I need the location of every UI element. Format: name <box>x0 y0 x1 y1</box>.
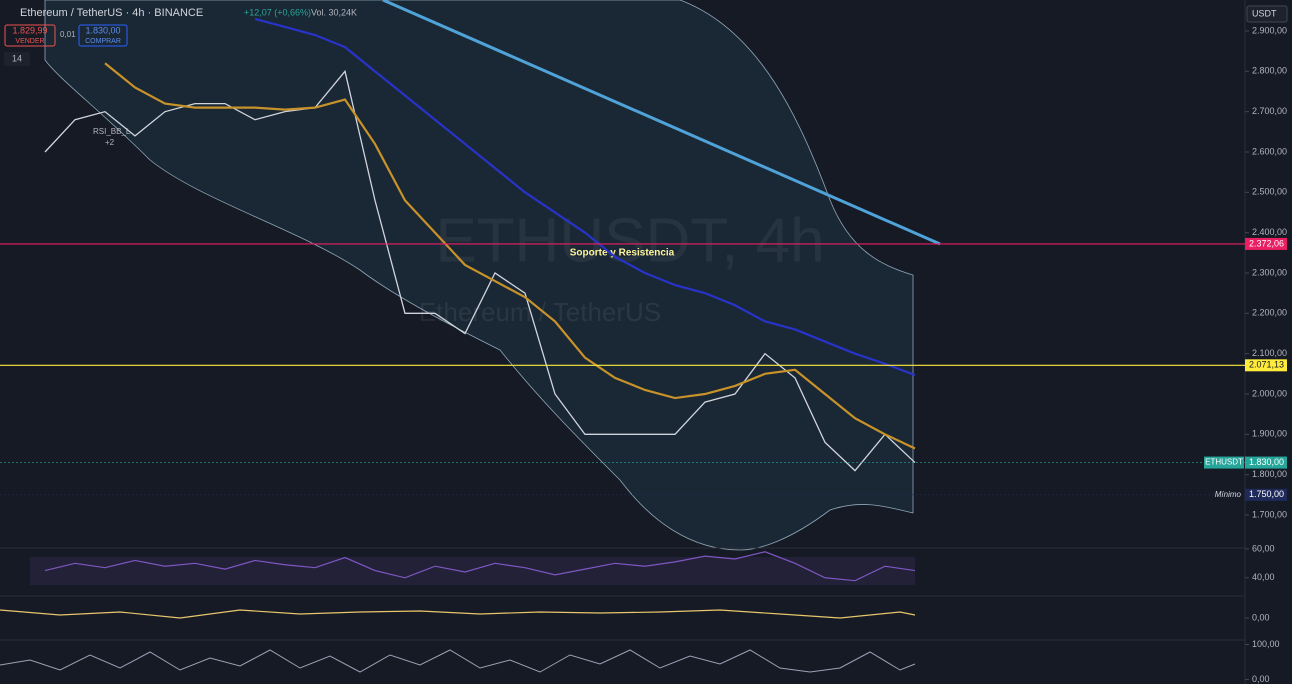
name-tag-label: Mínimo <box>1215 490 1242 499</box>
sell-button[interactable] <box>4 24 56 47</box>
y-tick-label: 2.000,00 <box>1252 388 1287 398</box>
y-tick-label: 2.700,00 <box>1252 106 1287 116</box>
y-tick-label: 1.800,00 <box>1252 469 1287 479</box>
rsi-line <box>44 551 916 582</box>
y-tick-label: 0,00 <box>1252 612 1270 622</box>
y-tick-label: 2.200,00 <box>1252 308 1287 318</box>
y-tick-label: 2.500,00 <box>1252 187 1287 197</box>
y-tick-label: 1.700,00 <box>1252 509 1287 519</box>
price-tag <box>1245 237 1287 250</box>
sell-price[interactable]: 1.829,99 <box>12 25 47 35</box>
buy-button[interactable] <box>78 24 128 47</box>
price-tag-label: 2.071,13 <box>1249 360 1284 370</box>
price-tag-label: 1.750,00 <box>1249 489 1284 499</box>
volume: Vol. 30,24K <box>311 7 357 17</box>
buy-label[interactable]: COMPRAR <box>85 38 121 45</box>
y-tick-label: 1.900,00 <box>1252 429 1287 439</box>
y-tick-label: 100,00 <box>1252 639 1280 649</box>
currency[interactable]: USDT <box>1252 8 1277 18</box>
series-line <box>104 62 916 450</box>
indicator-extra: +2 <box>105 138 115 147</box>
series-line <box>44 69 916 472</box>
currency-select[interactable] <box>1246 5 1288 23</box>
rsi-band <box>30 557 915 585</box>
symbol: Ethereum / TetherUS · 4h · BINANCE <box>20 7 203 19</box>
name-tag <box>1204 456 1244 469</box>
y-tick-label: 2.100,00 <box>1252 348 1287 358</box>
spread: 0,01 <box>60 30 76 39</box>
sell-label[interactable]: VENDER <box>15 38 44 45</box>
y-tick-label: 2.300,00 <box>1252 267 1287 277</box>
y-tick-label: 60,00 <box>1252 543 1275 553</box>
y-tick-label: 2.400,00 <box>1252 227 1287 237</box>
change: +12,07 (+0,66%) <box>244 7 311 17</box>
y-tick-label: 2.900,00 <box>1252 25 1287 35</box>
price-tag-label: 2.372,06 <box>1249 238 1284 248</box>
buy-price[interactable]: 1.830,00 <box>85 25 120 35</box>
y-tick-label: 0,00 <box>1252 674 1270 684</box>
length[interactable]: 14 <box>12 53 22 63</box>
price-tag <box>1245 488 1287 501</box>
name-tag-label: ETHUSDT <box>1205 458 1243 467</box>
price-tag <box>1245 359 1287 372</box>
series-line <box>254 17 916 377</box>
y-tick-label: 40,00 <box>1252 572 1275 582</box>
watermark-sub: Ethereum / TetherUS <box>419 297 661 327</box>
length-box[interactable] <box>4 52 30 66</box>
macd-line <box>0 609 916 619</box>
y-tick-label: 2.600,00 <box>1252 146 1287 156</box>
annotation: Soporte y Resistencia <box>570 248 675 259</box>
price-tag <box>1245 456 1287 469</box>
trendline <box>382 0 941 246</box>
y-tick-label: 2.800,00 <box>1252 66 1287 76</box>
stoch-line <box>0 649 916 673</box>
indicator-label: RSI_BB_L <box>93 127 131 136</box>
price-tag-label: 1.830,00 <box>1249 457 1284 467</box>
